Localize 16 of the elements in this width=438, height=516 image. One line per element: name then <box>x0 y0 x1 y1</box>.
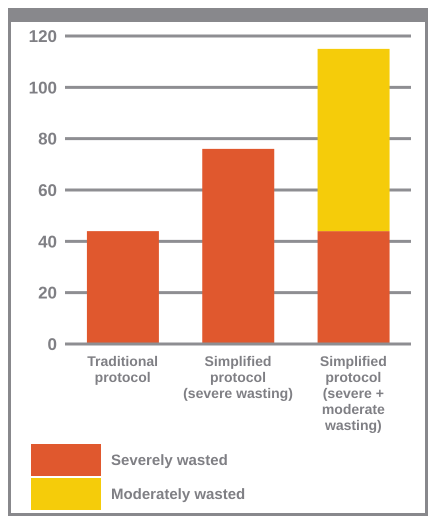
y-tick-label: 80 <box>38 130 57 149</box>
bar <box>202 148 274 344</box>
y-tick-label: 20 <box>38 284 57 303</box>
y-tick-label: 0 <box>48 335 57 354</box>
legend-label: Severely wasted <box>111 452 228 468</box>
legend-label: Moderately wasted <box>111 486 246 502</box>
y-tick-label: 40 <box>38 232 57 252</box>
x-tick-label: Simplified protocol (severe + moderate wasting) <box>320 353 387 433</box>
bar <box>86 231 159 344</box>
bar <box>318 48 390 232</box>
y-tick-label: 100 <box>28 78 57 98</box>
x-tick-label: Simplified protocol (severe wasting) <box>183 353 293 401</box>
y-tick-label: 60 <box>38 181 57 200</box>
y-tick-label: 120 <box>28 27 57 46</box>
x-tick-label: Traditional protocol <box>87 353 158 385</box>
bar <box>318 231 390 344</box>
